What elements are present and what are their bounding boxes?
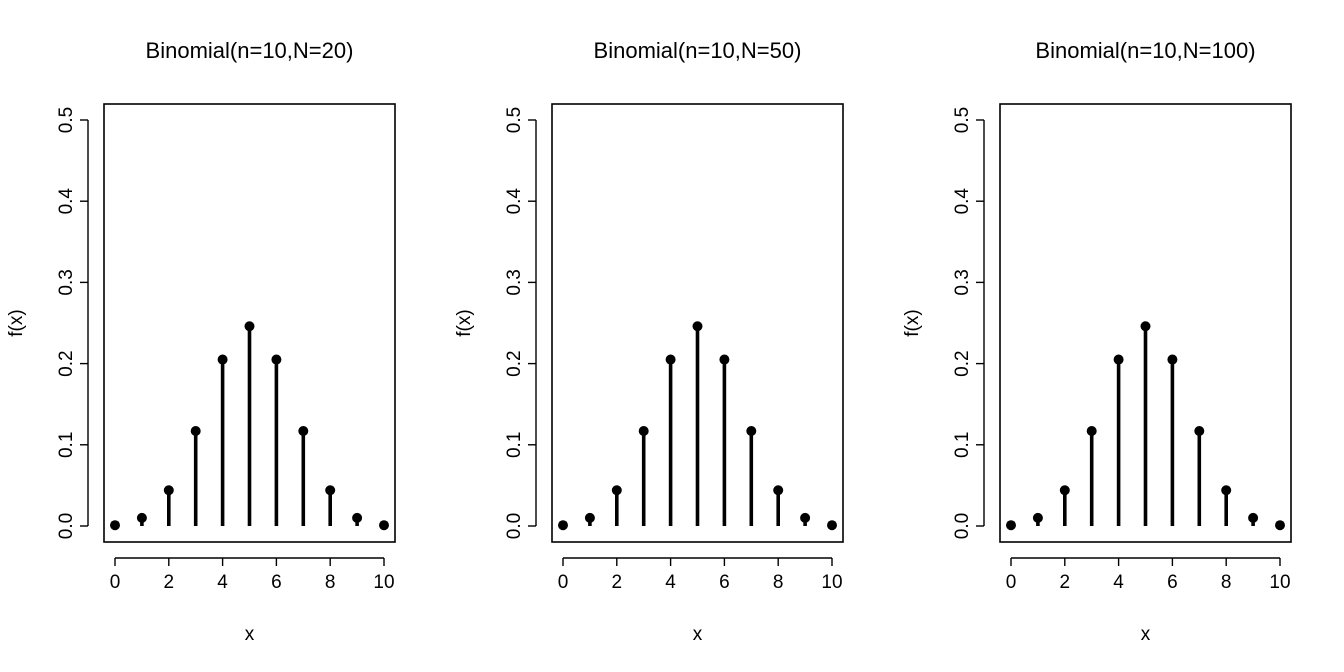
x-tick-label: 0 [110, 572, 121, 593]
point-x-8 [1221, 485, 1232, 496]
y-tick-label: 0.2 [952, 350, 973, 376]
chart-title: Binomial(n=10,N=100) [1035, 38, 1255, 63]
point-x-7 [1194, 425, 1205, 436]
point-x-0 [1006, 520, 1016, 531]
point-x-4 [665, 354, 676, 365]
point-x-2 [611, 485, 622, 496]
y-tick-label: 0.0 [504, 513, 525, 539]
x-tick-label: 10 [1269, 572, 1290, 593]
point-x-10 [827, 520, 837, 531]
point-x-1 [584, 512, 595, 523]
point-x-6 [1167, 354, 1178, 365]
chart-title: Binomial(n=10,N=50) [594, 38, 802, 63]
plot-frame [103, 103, 396, 543]
point-x-3 [638, 425, 649, 436]
point-x-6 [271, 354, 282, 365]
point-x-8 [773, 485, 784, 496]
x-tick-label: 2 [1060, 572, 1071, 593]
point-x-6 [719, 354, 730, 365]
point-x-5 [1140, 321, 1151, 332]
x-tick-label: 4 [1113, 572, 1124, 593]
chart-panel-1: Binomial(n=10,N=20) 0 2 4 6 8 10 x 0.0 0.1 0.2 0.3 0… [6, 38, 396, 645]
point-x-5 [244, 321, 255, 332]
point-x-5 [692, 321, 703, 332]
y-tick-label: 0.4 [56, 188, 77, 215]
point-x-10 [1275, 520, 1285, 531]
point-x-1 [136, 512, 147, 523]
plot-frame [551, 103, 844, 543]
point-x-3 [1086, 425, 1097, 436]
y-axis-label: f(x) [454, 309, 475, 336]
point-x-2 [1059, 485, 1070, 496]
x-tick-label: 4 [217, 572, 228, 593]
x-tick-label: 8 [325, 572, 336, 593]
chart-panel-3: Binomial(n=10,N=100) 0 2 4 6 8 10 x 0.0 0.1 0.2 0.3… [902, 38, 1292, 645]
x-tick-label: 6 [1167, 572, 1178, 593]
x-tick-label: 4 [665, 572, 676, 593]
point-x-9 [800, 512, 811, 523]
y-tick-label: 0.0 [952, 513, 973, 539]
point-x-1 [1032, 512, 1043, 523]
y-tick-label: 0.2 [56, 350, 77, 376]
x-tick-label: 10 [373, 572, 394, 593]
point-x-9 [352, 512, 363, 523]
point-x-9 [1248, 512, 1259, 523]
point-x-10 [379, 520, 389, 531]
y-tick-label: 0.2 [504, 350, 525, 376]
x-tick-label: 8 [773, 572, 784, 593]
point-x-4 [1113, 354, 1124, 365]
point-x-8 [325, 485, 336, 496]
y-tick-label: 0.5 [56, 107, 77, 133]
point-x-7 [746, 425, 757, 436]
chart-title: Binomial(n=10,N=20) [146, 38, 354, 63]
point-x-0 [110, 520, 120, 531]
x-tick-label: 2 [612, 572, 623, 593]
y-axis-label: f(x) [6, 309, 27, 336]
x-tick-label: 0 [1006, 572, 1017, 593]
x-tick-label: 2 [164, 572, 175, 593]
x-tick-label: 6 [271, 572, 282, 593]
y-axis-label: f(x) [902, 309, 923, 336]
y-tick-label: 0.3 [56, 269, 77, 295]
point-x-7 [298, 425, 309, 436]
x-axis-label: x [245, 624, 255, 645]
y-tick-label: 0.1 [952, 432, 973, 458]
x-axis-label: x [693, 624, 703, 645]
point-x-3 [190, 425, 201, 436]
y-tick-label: 0.0 [56, 513, 77, 539]
point-x-2 [163, 485, 174, 496]
x-tick-label: 10 [821, 572, 842, 593]
x-axis-label: x [1141, 624, 1151, 645]
chart-panel-2: Binomial(n=10,N=50) 0 2 4 6 8 10 x 0.0 0.1 0.2 0.3 0… [454, 38, 844, 645]
y-tick-label: 0.4 [952, 188, 973, 215]
y-tick-label: 0.5 [504, 107, 525, 133]
y-tick-label: 0.5 [952, 107, 973, 133]
y-tick-label: 0.3 [952, 269, 973, 295]
point-x-0 [558, 520, 568, 531]
x-tick-label: 8 [1221, 572, 1232, 593]
plot-frame [999, 103, 1292, 543]
y-tick-label: 0.1 [504, 432, 525, 458]
x-tick-label: 0 [558, 572, 569, 593]
point-x-4 [217, 354, 228, 365]
x-tick-label: 6 [719, 572, 730, 593]
y-tick-label: 0.1 [56, 432, 77, 458]
y-tick-label: 0.3 [504, 269, 525, 295]
y-tick-label: 0.4 [504, 188, 525, 215]
